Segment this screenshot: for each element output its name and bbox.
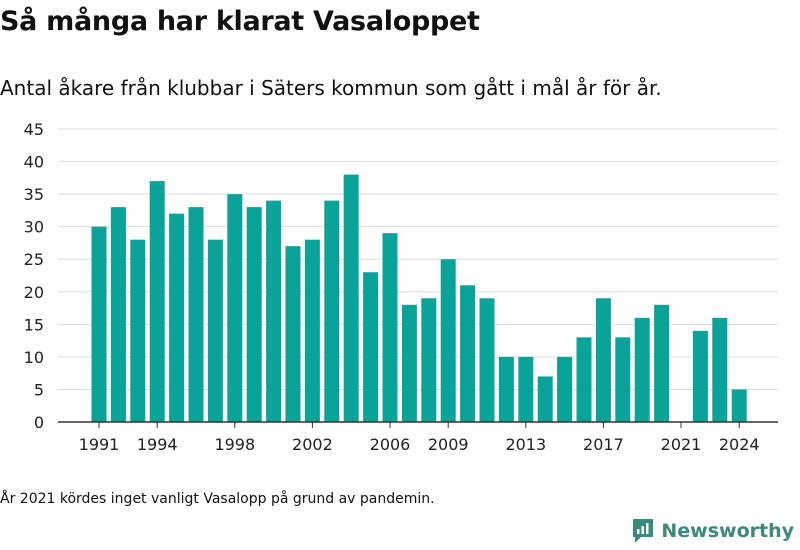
x-tick-label: 2021 (661, 435, 702, 454)
x-tick-label: 1991 (79, 435, 120, 454)
bar-2017 (595, 298, 611, 422)
bar-2011 (479, 298, 495, 422)
bar-2003 (324, 200, 340, 422)
bar-1999 (246, 207, 262, 422)
bar-2024 (731, 389, 747, 422)
x-tick-label: 2013 (505, 435, 546, 454)
bar-2002 (304, 239, 320, 422)
bar-2015 (557, 356, 573, 422)
bar-2005 (363, 272, 379, 422)
bar-2007 (401, 304, 417, 422)
bar-2014 (537, 376, 553, 422)
y-tick-label: 25 (24, 250, 44, 269)
bar-1996 (188, 207, 204, 422)
x-tick-label: 2009 (428, 435, 469, 454)
y-tick-label: 30 (24, 218, 44, 237)
bar-chart: 0 5 10 15 20 25 30 35 40 45 1991 1994 1998 2002 2006 20… (24, 120, 778, 454)
bar-2012 (498, 356, 514, 422)
bar-2018 (615, 337, 631, 422)
y-tick-label: 40 (24, 153, 44, 172)
chart-title: Så många har klarat Vasaloppet (0, 6, 480, 37)
bar-2020 (654, 304, 670, 422)
bar-2009 (440, 259, 456, 422)
y-tick-label: 15 (24, 315, 44, 334)
y-tick-label: 45 (24, 120, 44, 139)
bar-1992 (110, 207, 126, 422)
footnote: År 2021 kördes inget vanligt Vasalopp på… (0, 491, 435, 507)
bar-2001 (285, 246, 301, 422)
x-tick-label: 2002 (292, 435, 333, 454)
bar-2004 (343, 174, 359, 422)
bar-1995 (169, 213, 185, 422)
brand-logo[interactable]: Newsworthy (631, 517, 794, 545)
x-tick-label: 1998 (214, 435, 255, 454)
x-tick-label: 2017 (583, 435, 624, 454)
bar-2016 (576, 337, 592, 422)
chart-subtitle: Antal åkare från klubbar i Säters kommun… (0, 76, 662, 100)
y-tick-label: 5 (34, 380, 44, 399)
newsworthy-logo-icon (633, 519, 654, 543)
bar-2019 (634, 317, 650, 422)
bar-2000 (266, 200, 282, 422)
y-tick-label: 0 (34, 413, 44, 432)
bar-1993 (130, 239, 146, 422)
bar-2010 (460, 285, 476, 422)
bar-2006 (382, 233, 398, 422)
x-tick-label: 1994 (137, 435, 178, 454)
y-tick-label: 35 (24, 185, 44, 204)
bar-2008 (421, 298, 437, 422)
bar-2013 (518, 356, 534, 422)
bar-1991 (91, 226, 107, 422)
y-tick-label: 10 (24, 348, 44, 367)
brand-name: Newsworthy (661, 520, 794, 542)
x-tick-label: 2024 (719, 435, 760, 454)
bar-1997 (207, 239, 223, 422)
bar-2022 (692, 330, 708, 422)
y-tick-label: 20 (24, 283, 44, 302)
bar-2023 (712, 317, 728, 422)
bar-1994 (149, 181, 165, 422)
x-tick-label: 2006 (370, 435, 411, 454)
bar-1998 (227, 194, 243, 422)
